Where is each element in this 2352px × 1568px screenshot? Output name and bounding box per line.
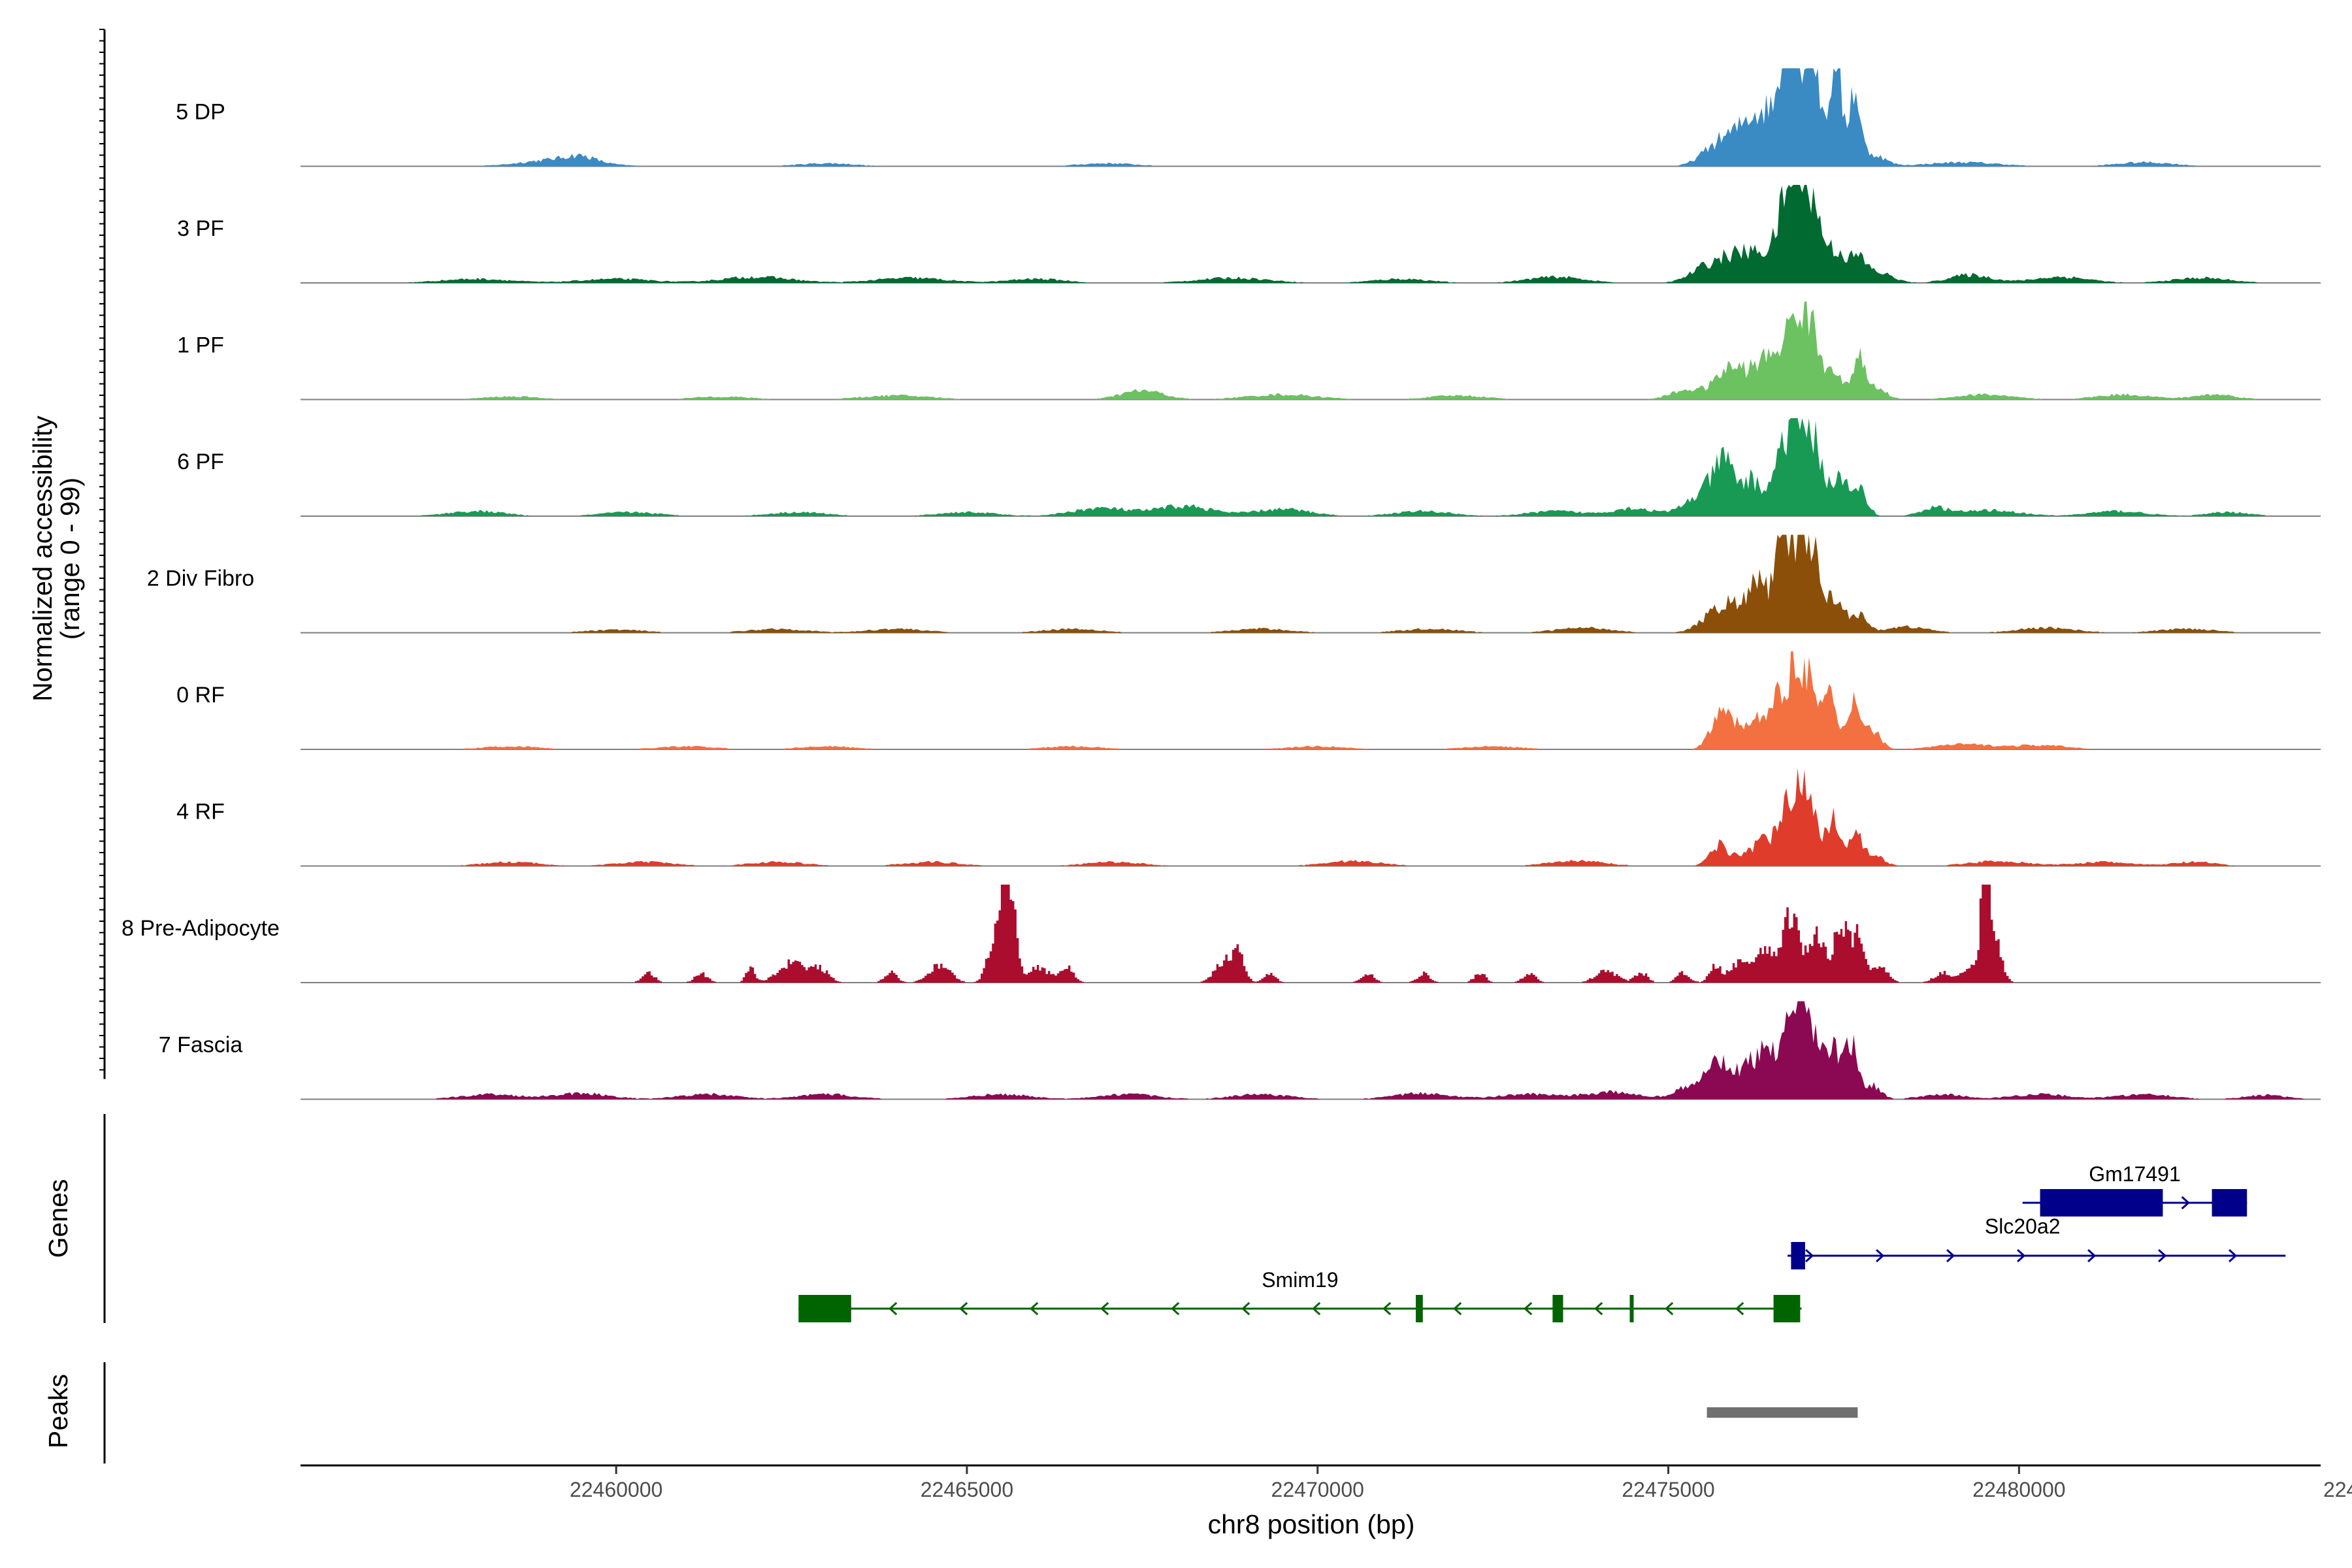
track-label: 0 RF (176, 683, 225, 708)
coverage-panel: 5 DP 3 PF 1 PF 6 PF 2 Div Fibro 0 RF 4 RF 8 Pre… (99, 29, 2321, 1100)
strand-arrow (2087, 1249, 2097, 1263)
track-label: 8 Pre-Adipocyte (122, 916, 280, 941)
strand-arrow (1241, 1301, 1250, 1316)
coverage-track: 1 PF (177, 301, 2321, 400)
x-tick-label: 22470000 (1271, 1478, 1364, 1501)
coverage-track: 5 DP (176, 68, 2321, 167)
strand-arrow (2158, 1249, 2167, 1263)
x-axis-title: chr8 position (bp) (1208, 1509, 1415, 1539)
strand-arrow (1665, 1301, 1674, 1316)
exon (2040, 1189, 2163, 1217)
track-label: 5 DP (176, 100, 225, 125)
coverage-track: 0 RF (176, 651, 2321, 750)
track-label: 3 PF (177, 216, 224, 241)
strand-arrow (1805, 1249, 1814, 1263)
exon (1791, 1242, 1805, 1269)
coverage-track: 3 PF (177, 185, 2321, 284)
coverage-area (301, 534, 2321, 633)
strand-arrow (2181, 1196, 2190, 1210)
coverage-area (301, 768, 2321, 866)
peaks-panel-label: Peaks (43, 1374, 73, 1448)
gene-label: Slc20a2 (1985, 1215, 2061, 1238)
genes-panel-label: Genes (43, 1179, 73, 1258)
strand-arrow (1453, 1301, 1462, 1316)
track-label: 1 PF (177, 333, 224, 358)
x-tick-label: 22485000 (2323, 1478, 2352, 1501)
x-tick-label: 22475000 (1622, 1478, 1714, 1501)
gene-model: Gm17491 (2022, 1162, 2247, 1217)
coverage-y-axis-label: Normalized accessibility (27, 416, 57, 702)
coverage-area (301, 185, 2321, 283)
coverage-y-axis-range-label: (range 0 - 99) (55, 478, 85, 640)
track-label: 7 Fascia (159, 1033, 243, 1058)
exon (798, 1295, 851, 1322)
strand-arrow (1946, 1249, 1955, 1263)
coverage-area (301, 418, 2321, 516)
exon (1773, 1295, 1801, 1322)
x-tick-label: 22465000 (921, 1478, 1013, 1501)
track-label: 2 Div Fibro (147, 566, 254, 591)
strand-arrow (2229, 1249, 2238, 1263)
track-label: 6 PF (177, 449, 224, 474)
strand-arrow (1594, 1301, 1603, 1316)
gene-label: Gm17491 (2089, 1162, 2181, 1186)
strand-arrow (959, 1301, 968, 1316)
gene-model: Smim19 (798, 1268, 1802, 1322)
strand-arrow (1382, 1301, 1392, 1316)
coverage-track: 7 Fascia (159, 1001, 2321, 1100)
peaks-panel (103, 1362, 1858, 1463)
exon (1416, 1295, 1423, 1322)
x-axis: 22460000 22465000 22470000 22475000 22480000… (301, 1464, 2352, 1501)
coverage-area (301, 68, 2321, 167)
coverage-track: 2 Div Fibro (147, 534, 2321, 634)
strand-arrow (889, 1301, 898, 1316)
strand-arrow (1100, 1301, 1109, 1316)
coverage-area (301, 885, 2321, 983)
track-label: 4 RF (176, 800, 225, 825)
gene-label: Smim19 (1262, 1268, 1338, 1292)
coverage-area (301, 1001, 2321, 1100)
strand-arrow (2017, 1249, 2026, 1263)
exon (1629, 1295, 1634, 1322)
coverage-track: 4 RF (176, 768, 2321, 867)
coverage-area (301, 301, 2321, 400)
coverage-track: 8 Pre-Adipocyte (122, 885, 2321, 983)
coverage-area (301, 651, 2321, 749)
strand-arrow (1876, 1249, 1885, 1263)
strand-arrow (1171, 1301, 1180, 1316)
gene-model: Slc20a2 (1788, 1215, 2286, 1269)
strand-arrow (1524, 1301, 1533, 1316)
x-tick-label: 22460000 (570, 1478, 662, 1501)
peak-region (1707, 1407, 1858, 1418)
strand-arrow (1735, 1301, 1744, 1316)
x-tick-label: 22480000 (1972, 1478, 2065, 1501)
strand-arrow (1030, 1301, 1039, 1316)
coverage-track: 6 PF (177, 418, 2321, 517)
exon (2212, 1189, 2247, 1217)
exon (1552, 1295, 1563, 1322)
strand-arrow (1312, 1301, 1321, 1316)
genes-panel: Gm17491 Slc20a2 Smim19 (103, 1114, 2286, 1323)
